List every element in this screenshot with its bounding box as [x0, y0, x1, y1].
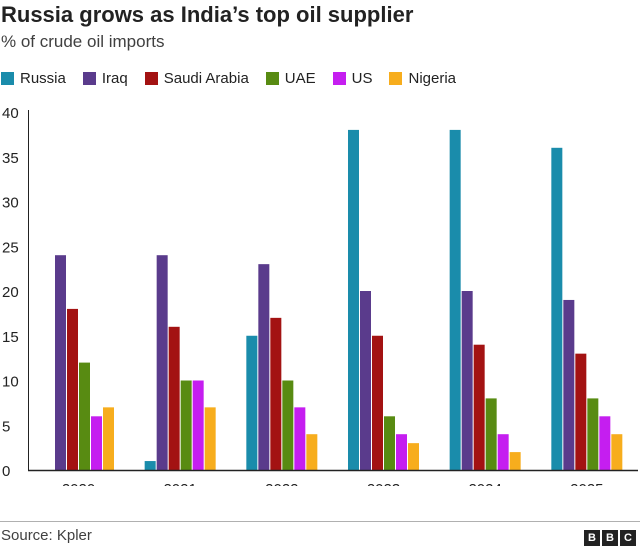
bar-russia-2022 — [246, 335, 258, 470]
source-note: Source: Kpler — [1, 527, 92, 544]
bar-nigeria-2023 — [408, 443, 419, 470]
bar-nigeria-2025 — [611, 434, 623, 470]
bar-us-2020 — [91, 416, 102, 470]
bar-uae-2020 — [79, 362, 90, 470]
legend-item-us: US — [332, 69, 373, 87]
footer-divider — [0, 521, 640, 522]
bar-saudi-arabia-2022 — [270, 317, 282, 470]
x-tick-label: 2022 — [265, 481, 298, 486]
legend-item-russia: Russia — [1, 70, 66, 87]
legend-label: Nigeria — [408, 69, 457, 87]
legend-swatch — [265, 71, 279, 85]
bar-saudi-arabia-2023 — [372, 335, 383, 470]
x-tick-label: 2021 — [163, 481, 196, 486]
bar-iraq-2021 — [156, 255, 168, 470]
x-tick-label: 2020 — [62, 481, 95, 486]
y-tick-label: 30 — [2, 195, 19, 212]
bar-us-2021 — [192, 380, 204, 470]
bar-russia-2023 — [348, 129, 359, 470]
chart-subtitle: % of crude oil imports — [1, 32, 165, 51]
bar-iraq-2020 — [55, 255, 66, 470]
y-tick-label: 35 — [2, 150, 19, 167]
legend-item-uae: UAE — [265, 69, 316, 87]
legend-label: Iraq — [101, 69, 128, 87]
legend-swatch — [389, 71, 403, 85]
legend-label: UAE — [284, 69, 316, 87]
legend-label: Saudi Arabia — [163, 69, 249, 87]
x-tick-label: 2023 — [367, 481, 400, 486]
bbc-logo-letter: C — [620, 530, 636, 546]
bar-saudi-arabia-2025 — [575, 353, 587, 470]
bar-iraq-2022 — [258, 264, 270, 470]
bar-russia-2021 — [144, 461, 156, 470]
legend-swatch — [144, 71, 158, 85]
bar-saudi-arabia-2020 — [67, 308, 78, 470]
bar-us-2023 — [396, 434, 407, 470]
y-tick-label: 15 — [2, 329, 19, 346]
bar-russia-2025 — [551, 147, 563, 471]
bar-russia-2024 — [449, 129, 461, 470]
bar-saudi-arabia-2021 — [168, 326, 180, 470]
chart-title: Russia grows as India’s top oil supplier — [1, 2, 414, 27]
bar-iraq-2025 — [563, 299, 575, 470]
bar-uae-2024 — [485, 398, 497, 470]
bar-uae-2023 — [384, 416, 395, 470]
bbc-logo-letter: B — [584, 530, 600, 546]
legend-item-saudi-arabia: Saudi Arabia — [144, 69, 249, 87]
legend-label: US — [351, 69, 373, 87]
bar-nigeria-2024 — [509, 452, 521, 470]
bbc-logo-letter: B — [602, 530, 618, 546]
bar-uae-2025 — [587, 398, 599, 470]
y-tick-label: 10 — [2, 374, 19, 391]
bar-nigeria-2022 — [306, 434, 318, 470]
bar-uae-2022 — [282, 380, 294, 470]
y-tick-label: 40 — [2, 105, 19, 122]
bar-uae-2021 — [180, 380, 192, 470]
y-tick-label: 0 — [2, 463, 10, 480]
legend-label: Russia — [20, 69, 66, 87]
y-tick-label: 5 — [2, 418, 10, 435]
bar-iraq-2024 — [461, 291, 473, 470]
legend-swatch — [1, 71, 14, 85]
bar-iraq-2023 — [360, 291, 371, 470]
bar-us-2022 — [294, 407, 306, 470]
bar-nigeria-2020 — [103, 407, 114, 470]
legend-item-nigeria: Nigeria — [389, 70, 456, 87]
chart-legend: Russia Iraq Saudi Arabia UAE US Nigeria — [1, 67, 473, 89]
y-tick-label: 20 — [2, 284, 19, 301]
x-tick-label: 2024 — [468, 481, 501, 486]
legend-item-iraq: Iraq — [82, 69, 128, 87]
legend-swatch — [82, 71, 96, 85]
bbc-logo: B B C — [582, 530, 636, 546]
bar-saudi-arabia-2024 — [473, 344, 485, 470]
bar-us-2024 — [497, 434, 509, 470]
bar-us-2025 — [599, 416, 611, 470]
y-tick-label: 25 — [2, 239, 19, 256]
bar-nigeria-2021 — [204, 407, 216, 470]
bar-chart: 0510152025303540202020212022202320242025 — [2, 105, 638, 486]
legend-swatch — [332, 71, 346, 85]
